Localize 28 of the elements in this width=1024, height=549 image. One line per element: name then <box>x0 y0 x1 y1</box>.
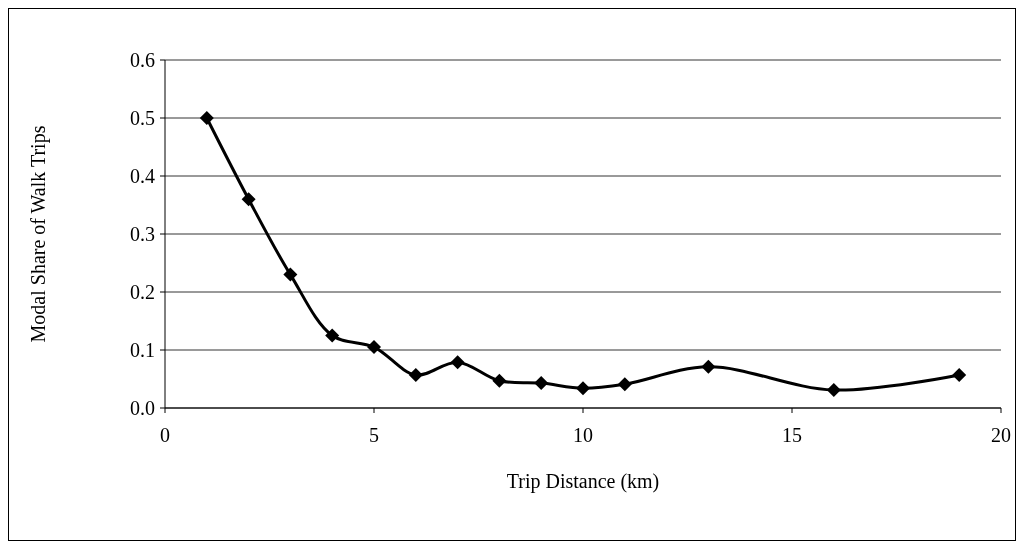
x-axis-title: Trip Distance (km) <box>506 470 660 493</box>
point <box>826 383 841 398</box>
y-tick-label: 0.0 <box>130 397 155 419</box>
point <box>617 377 632 392</box>
x-tick-label: 5 <box>369 424 379 446</box>
point <box>325 328 340 343</box>
y-tick-label: 0.4 <box>130 165 155 187</box>
point <box>367 340 381 355</box>
x-tick-label: 15 <box>782 424 802 446</box>
point <box>534 376 549 391</box>
point <box>199 111 214 125</box>
point <box>283 267 298 282</box>
y-axis-title: Modal Share of Walk Trips <box>27 125 50 343</box>
y-tick-label: 0.3 <box>130 223 155 245</box>
point <box>492 373 507 388</box>
point <box>701 359 716 374</box>
point <box>408 367 423 382</box>
point <box>241 192 256 207</box>
x-tick-label: 20 <box>991 424 1011 446</box>
x-tick-label: 0 <box>160 424 170 446</box>
point <box>576 381 590 396</box>
x-tick-label: 10 <box>573 424 593 446</box>
y-tick-label: 0.6 <box>130 49 155 71</box>
y-tick-label: 0.2 <box>130 281 155 303</box>
y-tick-label: 0.1 <box>130 339 155 361</box>
point <box>952 367 967 382</box>
y-tick-label: 0.5 <box>130 107 155 129</box>
point <box>450 355 465 370</box>
